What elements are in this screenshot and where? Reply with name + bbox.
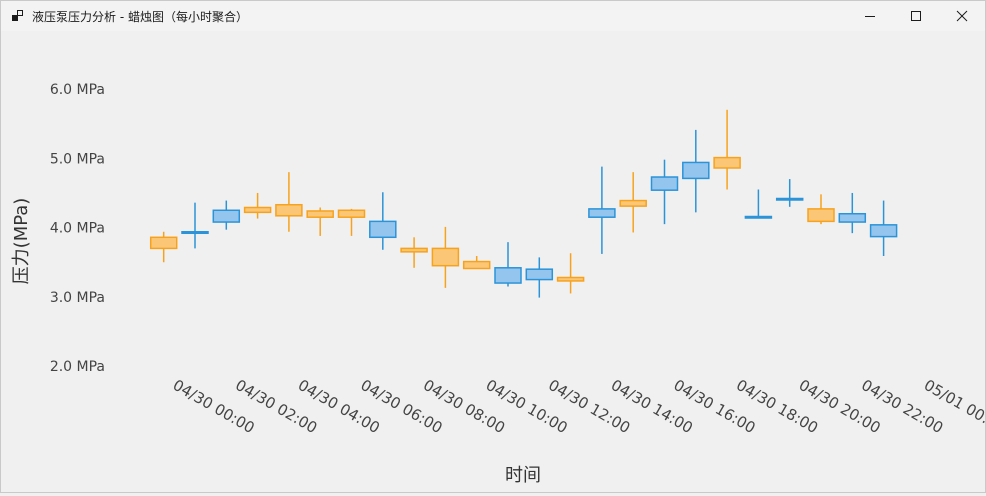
candle [556, 253, 585, 294]
close-icon [956, 10, 968, 22]
candle-body [149, 236, 178, 250]
candle [181, 202, 209, 249]
candle [682, 129, 710, 213]
candle-body [838, 212, 867, 223]
maximize-icon [911, 11, 921, 21]
candle [807, 194, 835, 225]
candle [869, 200, 898, 257]
close-button[interactable] [939, 1, 985, 31]
candle-body [400, 247, 428, 253]
candle-body [494, 267, 522, 284]
candle [149, 231, 178, 263]
chart-area: 2.0 MPa 3.0 MPa 4.0 MPa 5.0 MPa 6.0 MPa 04/3… [1, 31, 986, 492]
y-tick-label: 6.0 MPa [50, 82, 105, 98]
candle-body [212, 209, 241, 223]
candle [462, 256, 491, 270]
candle-body [369, 220, 397, 239]
candles [149, 109, 898, 298]
y-axis-ticks: 2.0 MPa 3.0 MPa 4.0 MPa 5.0 MPa 6.0 MPa [50, 82, 105, 375]
candle-body [556, 276, 585, 282]
candle [525, 257, 554, 298]
candle-body [869, 224, 898, 238]
candle-body [713, 156, 741, 169]
candle [494, 242, 522, 287]
candle-body [243, 206, 272, 214]
candle-body [775, 197, 804, 201]
candle [775, 179, 804, 207]
window-title: 液压泵压力分析 - 蜡烛图（每小时聚合） [32, 10, 248, 24]
candle [619, 172, 647, 233]
candle-body [337, 209, 366, 218]
candle-body [588, 208, 616, 218]
candle [306, 207, 334, 236]
minimize-icon [865, 16, 875, 17]
maximize-button[interactable] [893, 1, 939, 31]
candle [337, 208, 366, 236]
title-bar[interactable]: 液压泵压力分析 - 蜡烛图（每小时聚合） [1, 1, 985, 31]
candle-body [744, 215, 773, 219]
candle-body [525, 268, 554, 281]
candle-body [181, 231, 209, 235]
candle [431, 226, 460, 288]
candle [650, 159, 679, 225]
candle [369, 192, 397, 250]
candle-body [431, 247, 460, 267]
candle-body [306, 210, 334, 218]
candlestick-chart: 2.0 MPa 3.0 MPa 4.0 MPa 5.0 MPa 6.0 MPa 04/3… [11, 82, 986, 486]
minimize-button[interactable] [847, 1, 893, 31]
y-tick-label: 2.0 MPa [50, 359, 105, 375]
candle [744, 189, 773, 219]
y-axis-label: 压力(MPa) [11, 198, 32, 285]
y-tick-label: 3.0 MPa [50, 290, 105, 306]
candle-body [619, 199, 647, 207]
candle-body [807, 208, 835, 223]
candle-body [275, 203, 303, 217]
app-window-icon [12, 10, 23, 21]
candle-body [462, 260, 491, 270]
y-tick-label: 4.0 MPa [50, 221, 105, 237]
candle [243, 192, 272, 219]
candle-body [650, 176, 679, 191]
candle [275, 172, 303, 232]
x-axis-label: 时间 [505, 465, 541, 486]
candle [838, 192, 867, 234]
candle-body [682, 161, 710, 180]
candle [713, 109, 741, 190]
y-tick-label: 5.0 MPa [50, 151, 105, 167]
candle [212, 200, 241, 230]
candle [588, 166, 616, 254]
candle [400, 237, 428, 268]
